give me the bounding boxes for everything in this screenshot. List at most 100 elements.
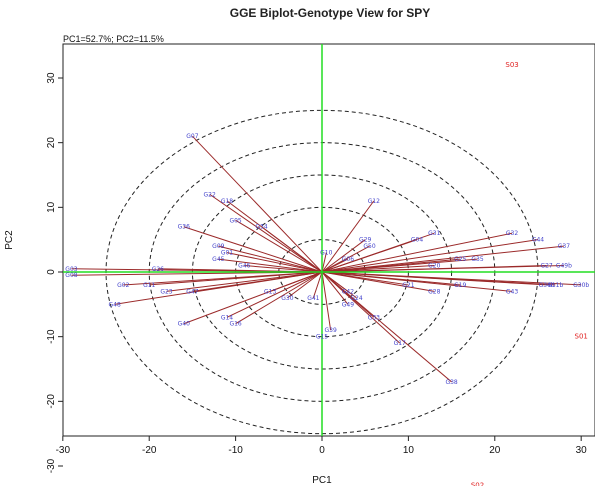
genotype-label-G18: G18 <box>221 198 233 205</box>
genotype-label-G31: G31 <box>428 230 440 237</box>
genotype-label-G28: G28 <box>428 288 440 295</box>
genotype-label-G24: G24 <box>350 295 362 302</box>
genotype-label-G12: G12 <box>368 198 380 205</box>
environment-labels: S03 S01 S02 <box>471 61 588 486</box>
vector-G12 <box>321 200 375 273</box>
y-tick-label: -10 <box>46 329 57 344</box>
genotype-label-G37: G37 <box>558 243 570 250</box>
vector-G36 <box>183 226 323 273</box>
chart-title: GGE Biplot-Genotype View for SPY <box>230 6 430 20</box>
x-tick-label: -20 <box>142 445 157 456</box>
genotype-label-G01: G01 <box>221 250 233 257</box>
y-tick-label: 0 <box>46 269 57 275</box>
genotype-label-G39: G39 <box>324 327 336 334</box>
genotype-label-G42: G42 <box>342 288 354 295</box>
environment-label-S02: S02 <box>471 481 484 486</box>
vector-G30b <box>321 271 582 286</box>
vector-G49b <box>321 265 564 273</box>
genotype-label-G06: G06 <box>342 256 354 263</box>
genotype-label-G49: G49 <box>342 301 354 308</box>
genotype-label-G25: G25 <box>454 256 466 263</box>
genotype-label-G45: G45 <box>212 256 224 263</box>
genotype-label-G30b: G30b <box>573 282 589 289</box>
vector-G22 <box>209 193 323 273</box>
vector-G14 <box>226 271 323 318</box>
genotype-vectors <box>71 135 582 383</box>
genotype-label-G16: G16 <box>229 321 241 328</box>
x-tick-label: 30 <box>576 445 588 456</box>
genotype-label-G30: G30 <box>281 295 293 302</box>
genotype-label-G50: G50 <box>363 243 375 250</box>
vector-G20 <box>321 265 435 273</box>
genotype-label-G23: G23 <box>160 288 172 295</box>
genotype-label-G49b: G49b <box>556 263 572 270</box>
genotype-label-G17: G17 <box>394 340 406 347</box>
vector-G39 <box>321 271 332 331</box>
genotype-label-G09: G09 <box>212 243 224 250</box>
genotype-label-G43: G43 <box>506 288 518 295</box>
vector-G38 <box>321 271 452 383</box>
genotype-label-G35: G35 <box>471 256 483 263</box>
y-tick-label: 10 <box>46 201 57 213</box>
vector-G34 <box>261 226 323 273</box>
genotype-label-G40: G40 <box>178 321 190 328</box>
x-axis-ticks: -30 -20 -10 0 10 20 30 <box>56 436 588 456</box>
genotype-label-G41: G41 <box>307 295 319 302</box>
vector-G35 <box>321 258 478 273</box>
genotype-label-G03: G03 <box>65 266 77 273</box>
vector-G29 <box>321 239 366 273</box>
genotype-label-G04: G04 <box>411 237 423 244</box>
vector-G50 <box>321 245 370 273</box>
y-axis-label: PC2 <box>4 230 15 250</box>
genotype-label-G33: G33 <box>368 314 380 321</box>
genotype-label-G14: G14 <box>221 314 233 321</box>
genotype-label-G15: G15 <box>316 334 328 341</box>
vector-G30 <box>287 271 323 299</box>
genotype-label-G27: G27 <box>540 263 552 270</box>
vector-G31 <box>321 232 435 273</box>
x-tick-label: 20 <box>489 445 501 456</box>
genotype-label-G34b: G34b <box>539 282 555 289</box>
y-tick-label: -20 <box>46 394 57 409</box>
genotype-label-G11: G11 <box>143 282 155 289</box>
vector-G07 <box>192 135 323 273</box>
genotype-label-G10: G10 <box>320 250 332 257</box>
y-axis-ticks: -30 -20 -10 0 10 20 30 <box>46 72 63 473</box>
vector-G44 <box>321 239 539 273</box>
vector-G41 <box>312 271 323 299</box>
genotype-label-G48: G48 <box>109 301 121 308</box>
x-tick-label: -10 <box>228 445 243 456</box>
vector-G28 <box>321 271 435 292</box>
vector-G48 <box>114 271 323 305</box>
genotype-label-G13: G13 <box>264 288 276 295</box>
vector-G09 <box>218 245 323 273</box>
genotype-label-G34: G34 <box>255 224 267 231</box>
genotype-label-G08: G08 <box>65 272 77 279</box>
environment-label-S01: S01 <box>575 333 588 341</box>
x-axis-label: PC1 <box>312 475 332 486</box>
y-tick-label: -30 <box>46 458 57 473</box>
vector-G01 <box>226 252 323 273</box>
genotype-label-G02: G02 <box>117 282 129 289</box>
vector-G17 <box>321 271 401 344</box>
genotype-label-G05: G05 <box>229 217 241 224</box>
vector-G45 <box>218 258 323 273</box>
vector-G43 <box>321 271 513 292</box>
genotype-label-G20: G20 <box>428 263 440 270</box>
genotype-label-G47: G47 <box>186 288 198 295</box>
vector-G05 <box>235 219 323 273</box>
vector-G49 <box>321 271 349 305</box>
genotype-label-G46: G46 <box>238 263 250 270</box>
plot-frame <box>62 43 595 437</box>
genotype-label-G26: G26 <box>152 266 164 273</box>
genotype-label-G22: G22 <box>204 191 216 198</box>
genotype-label-G44: G44 <box>532 237 544 244</box>
genotype-label-G32: G32 <box>506 230 518 237</box>
vector-G13 <box>269 271 323 292</box>
x-tick-label: 0 <box>319 445 325 456</box>
x-tick-label: -30 <box>56 445 71 456</box>
vector-G32 <box>321 232 513 273</box>
genotype-label-G07: G07 <box>186 133 198 140</box>
